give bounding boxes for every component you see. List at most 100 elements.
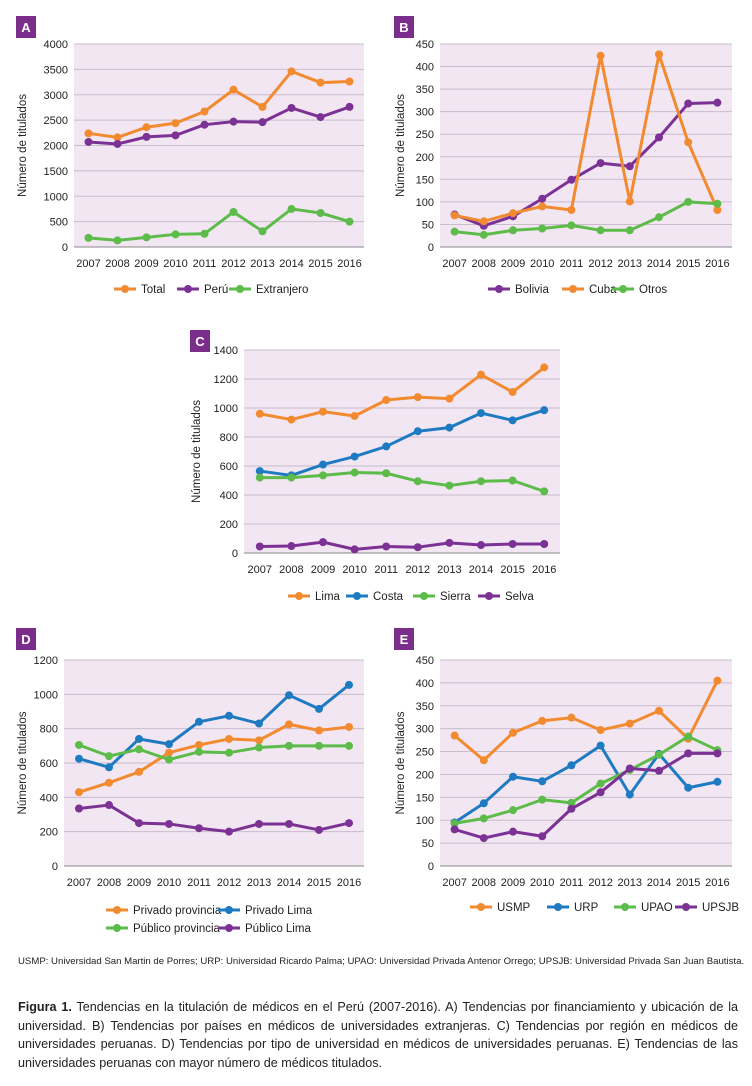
y-tick-label-d-0: 0 <box>52 861 58 873</box>
data-point-d-3-4 <box>195 824 203 833</box>
data-point-c-2-1 <box>287 473 296 482</box>
legend-label-c-2: Sierra <box>440 591 471 603</box>
legend-e: USMP URP UPAO UPSJB <box>470 902 739 914</box>
data-point-c-2-3 <box>350 468 359 477</box>
x-tick-label-a-7: 2014 <box>279 258 303 270</box>
data-point-a-0-8 <box>316 78 325 87</box>
y-tick-label-b-4: 200 <box>416 152 434 164</box>
x-tick-label-c-7: 2014 <box>469 564 493 576</box>
data-point-a-0-6 <box>258 102 267 111</box>
x-tick-label-d-7: 2014 <box>277 877 301 889</box>
x-tick-label-a-5: 2012 <box>221 258 245 270</box>
data-point-c-3-2 <box>319 538 327 547</box>
data-point-d-2-8 <box>315 741 323 750</box>
y-tick-label-b-6: 300 <box>416 107 434 119</box>
data-point-b-1-5 <box>596 51 605 60</box>
legend-label-d-0: Privado provincia <box>133 905 222 917</box>
series-line-d-0 <box>78 722 350 794</box>
y-tick-label-e-2: 100 <box>416 815 434 827</box>
legend-label-a-0: Total <box>141 284 165 296</box>
legend-marker-a-0 <box>121 285 129 293</box>
y-tick-label-a-2: 1000 <box>44 191 68 203</box>
data-point-d-0-8 <box>315 726 323 735</box>
data-point-e-2-5 <box>596 779 605 788</box>
y-tick-label-e-4: 200 <box>416 769 434 781</box>
data-point-d-2-5 <box>225 748 233 757</box>
y-tick-label-a-8: 4000 <box>44 39 68 51</box>
series-line-c-1 <box>259 408 545 477</box>
series-d-0 <box>75 720 353 797</box>
data-point-b-2-0 <box>450 227 459 236</box>
data-point-b-1-9 <box>713 206 722 215</box>
data-point-e-0-4 <box>567 713 576 722</box>
chart-e-svg: E 0 50 100 150 200 250 300 350 400 450 2007 2008 2009… <box>394 628 739 914</box>
data-point-a-0-0 <box>84 129 93 138</box>
data-point-b-0-3 <box>538 194 547 203</box>
data-point-d-2-9 <box>345 741 353 750</box>
data-point-d-1-6 <box>255 719 263 728</box>
data-point-d-0-4 <box>195 740 203 749</box>
y-tick-label-e-7: 350 <box>416 701 434 713</box>
x-tick-label-e-0: 2007 <box>442 877 466 889</box>
x-tick-label-b-4: 2011 <box>560 258 584 270</box>
x-tick-label-b-3: 2010 <box>530 258 554 270</box>
x-tick-label-e-4: 2011 <box>560 877 584 889</box>
x-tick-label-b-1: 2008 <box>472 258 496 270</box>
data-point-d-3-9 <box>345 819 353 828</box>
data-point-d-1-5 <box>225 711 233 720</box>
x-tick-label-e-7: 2014 <box>647 877 671 889</box>
data-point-e-0-5 <box>596 726 605 735</box>
panel-badge-b-bg <box>394 16 414 38</box>
chart-a-svg: A 0 500 1000 1500 2000 2500 3000 3500 4000 2007 200… <box>16 16 364 296</box>
data-point-a-2-0 <box>84 233 93 242</box>
data-point-b-2-2 <box>509 226 517 235</box>
data-point-a-2-9 <box>345 217 354 226</box>
x-tick-label-d-4: 2011 <box>187 877 211 889</box>
data-point-a-2-8 <box>316 208 325 217</box>
y-axis-title-b: Número de titulados <box>395 94 407 197</box>
data-point-e-3-1 <box>479 834 488 843</box>
x-tick-label-a-0: 2007 <box>76 258 100 270</box>
data-point-c-2-8 <box>508 476 517 485</box>
legend-b: Bolivia Cuba Otros <box>488 284 667 296</box>
series-line-e-1 <box>453 744 718 824</box>
x-tick-label-b-8: 2015 <box>676 258 700 270</box>
x-tick-label-d-8: 2015 <box>307 877 331 889</box>
data-point-b-2-8 <box>684 197 693 206</box>
legend-marker-e-3 <box>682 903 690 911</box>
data-point-d-0-9 <box>345 722 353 731</box>
data-point-c-2-6 <box>445 481 454 490</box>
data-point-e-3-7 <box>655 766 663 775</box>
y-tick-label-b-0: 0 <box>428 242 434 254</box>
legend-marker-b-2 <box>619 285 627 293</box>
chart-d-svg: D 0 200 400 600 800 1000 1200 2007 2008 2009 2010 20… <box>16 628 364 935</box>
series-e-1 <box>450 741 722 827</box>
data-point-d-0-1 <box>105 778 113 787</box>
data-point-a-2-7 <box>287 204 296 213</box>
legend-marker-a-2 <box>236 285 244 293</box>
data-point-c-1-8 <box>508 416 517 425</box>
y-axis-title-d: Número de titulados <box>17 711 29 814</box>
x-tick-label-e-9: 2016 <box>705 877 729 889</box>
x-tick-label-d-3: 2010 <box>157 877 181 889</box>
data-point-c-3-1 <box>287 542 296 551</box>
data-point-c-1-5 <box>413 427 422 436</box>
data-point-a-0-4 <box>200 107 209 116</box>
y-tick-label-a-1: 500 <box>50 217 68 229</box>
x-tick-label-a-2: 2009 <box>134 258 158 270</box>
data-point-e-3-5 <box>596 788 605 797</box>
x-tick-label-b-7: 2014 <box>647 258 671 270</box>
data-point-b-1-0 <box>450 211 459 220</box>
y-tick-label-e-1: 50 <box>422 838 434 850</box>
data-point-e-0-6 <box>625 719 634 728</box>
panel-badge-b-text: B <box>399 20 408 35</box>
data-point-e-0-0 <box>450 731 459 740</box>
data-point-c-0-6 <box>445 394 454 403</box>
data-point-a-2-6 <box>258 227 267 236</box>
data-point-a-1-3 <box>171 131 180 140</box>
data-point-e-3-3 <box>538 832 547 841</box>
x-tick-label-e-1: 2008 <box>472 877 496 889</box>
legend-marker-d-0 <box>113 906 121 914</box>
data-point-c-2-5 <box>413 477 422 486</box>
data-point-d-1-9 <box>345 680 353 689</box>
